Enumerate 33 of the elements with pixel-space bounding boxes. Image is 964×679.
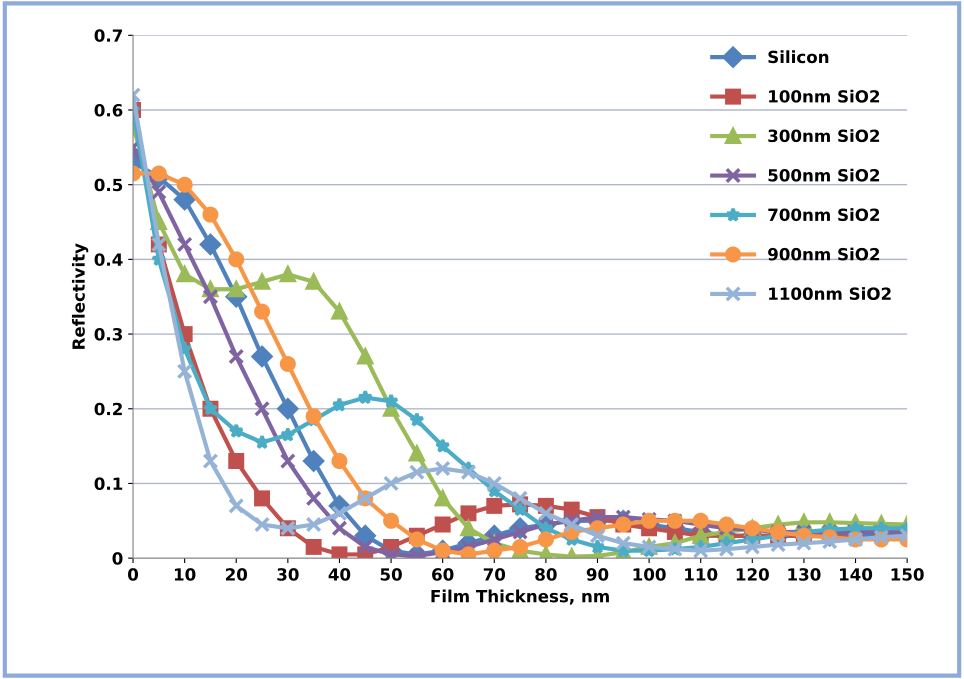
y-tick-label: 0.1	[94, 477, 122, 490]
x-tick-label: 10	[174, 568, 196, 581]
x-tick-label: 140	[840, 568, 872, 581]
legend-label: 300nm SiO2	[768, 129, 880, 142]
legend-label: Silicon	[768, 50, 828, 64]
y-tick-label: 0	[112, 552, 123, 565]
x-tick-label: 90	[586, 568, 608, 581]
x-tick-label: 120	[736, 568, 769, 581]
x-tick-label: 0	[128, 568, 138, 581]
y-tick-label: 0.7	[94, 29, 122, 42]
y-axis-title: Reflectivity	[72, 243, 88, 349]
x-tick-label: 150	[892, 568, 924, 581]
x-tick-label: 70	[484, 568, 506, 581]
y-tick-label: 0.3	[94, 328, 122, 341]
x-tick-label: 50	[380, 568, 402, 581]
y-tick-label: 0.6	[94, 104, 122, 117]
x-tick-label: 110	[685, 568, 718, 581]
y-tick-label: 0.2	[94, 402, 122, 416]
legend-label: 900nm SiO2	[768, 248, 880, 261]
x-tick-label: 80	[535, 568, 557, 581]
x-tick-label: 30	[277, 568, 299, 581]
x-tick-label: 20	[226, 568, 248, 581]
legend-label: 1100nm SiO2	[769, 287, 891, 300]
y-tick-label: 0.4	[94, 253, 123, 266]
x-tick-label: 100	[634, 568, 666, 581]
x-tick-label: 60	[432, 568, 454, 581]
x-tick-label: 40	[328, 568, 350, 581]
legend-label: 500nm SiO2	[768, 168, 880, 182]
x-tick-label: 130	[788, 568, 821, 581]
legend-label: 100nm SiO2	[769, 90, 880, 103]
x-axis-title: Film Thickness, nm	[431, 590, 609, 605]
y-tick-label: 0.5	[94, 178, 122, 192]
legend-label: 700nm SiO2	[768, 208, 880, 222]
